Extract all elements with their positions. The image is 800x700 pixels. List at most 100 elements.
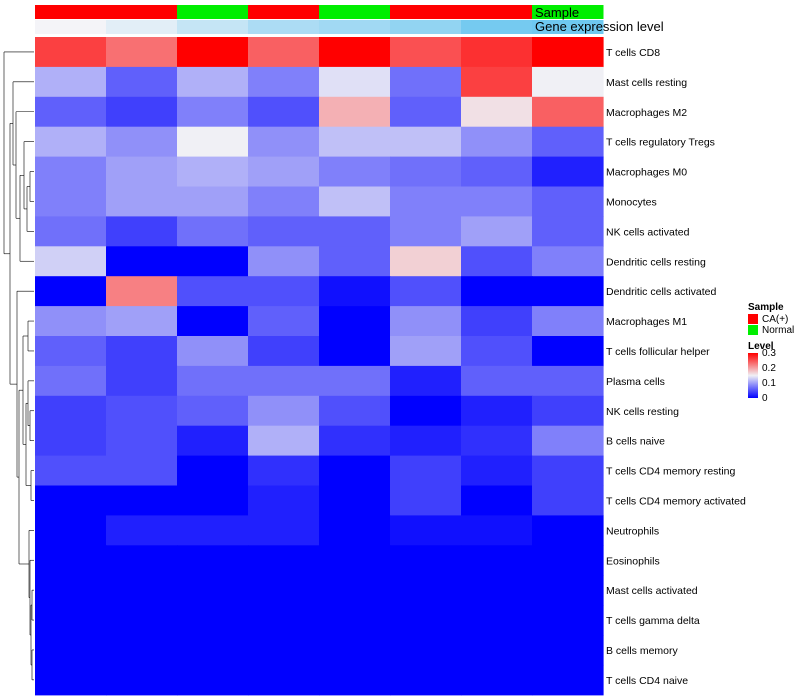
row-label: Macrophages M2 bbox=[606, 107, 687, 119]
heatmap-cell bbox=[461, 37, 533, 68]
heatmap-cell bbox=[248, 395, 320, 427]
annotation-label-expression: Gene expression level bbox=[535, 19, 664, 34]
heatmap-cell bbox=[319, 575, 391, 606]
row-label: Dendritic cells activated bbox=[606, 286, 716, 298]
sample-annotation-cell bbox=[532, 5, 604, 19]
heatmap-cell bbox=[461, 246, 533, 277]
heatmap-cell bbox=[319, 515, 391, 546]
expression-annotation-cell bbox=[248, 20, 320, 34]
heatmap-cell bbox=[248, 66, 320, 98]
heatmap-cell bbox=[319, 455, 391, 487]
sample-annotation-cell bbox=[248, 5, 320, 19]
heatmap-cell bbox=[177, 246, 249, 277]
heatmap-cell bbox=[35, 664, 107, 696]
heatmap-cell bbox=[248, 425, 320, 457]
heatmap-cell bbox=[461, 306, 533, 337]
heatmap-cell bbox=[248, 96, 320, 128]
legend-level-tick-label: 0.2 bbox=[762, 363, 776, 374]
heatmap-cell bbox=[248, 126, 320, 158]
heatmap-cell bbox=[532, 395, 604, 427]
heatmap-cell bbox=[390, 365, 462, 397]
heatmap-cell bbox=[461, 515, 533, 546]
heatmap-cell bbox=[177, 605, 249, 636]
heatmap-cell bbox=[319, 635, 391, 666]
heatmap-cell bbox=[106, 37, 178, 68]
row-label: Dendritic cells resting bbox=[606, 256, 706, 268]
heatmap-cell bbox=[35, 365, 107, 397]
heatmap-cell bbox=[532, 515, 604, 546]
heatmap-cell bbox=[532, 664, 604, 696]
heatmap-cell bbox=[177, 515, 249, 546]
heatmap-cell bbox=[106, 635, 178, 666]
heatmap-cell bbox=[248, 336, 320, 367]
heatmap-cell bbox=[35, 545, 107, 576]
heatmap-cell bbox=[177, 37, 249, 68]
heatmap-cell bbox=[532, 545, 604, 576]
heatmap-cell bbox=[532, 365, 604, 397]
heatmap-cell bbox=[248, 545, 320, 576]
heatmap-cell bbox=[319, 216, 391, 247]
heatmap-cell bbox=[319, 96, 391, 128]
heatmap-cell bbox=[532, 575, 604, 606]
row-label: Plasma cells bbox=[606, 376, 665, 388]
heatmap-cell bbox=[390, 545, 462, 576]
heatmap-cell bbox=[461, 664, 533, 696]
heatmap-cells bbox=[35, 37, 604, 696]
heatmap-cell bbox=[106, 306, 178, 337]
heatmap-cell bbox=[532, 455, 604, 487]
heatmap-cell bbox=[35, 96, 107, 128]
heatmap-cell bbox=[248, 306, 320, 337]
heatmap-cell bbox=[461, 425, 533, 457]
sample-annotation-cell bbox=[106, 5, 178, 19]
row-label: T cells CD4 naive bbox=[606, 675, 688, 687]
heatmap-cell bbox=[35, 246, 107, 277]
row-label: Neutrophils bbox=[606, 525, 659, 537]
heatmap-cell bbox=[248, 575, 320, 606]
heatmap-cell bbox=[461, 126, 533, 158]
row-label: T cells follicular helper bbox=[606, 346, 710, 358]
expression-annotation-cell bbox=[461, 20, 533, 34]
heatmap-cell bbox=[106, 156, 178, 188]
heatmap-cell bbox=[461, 96, 533, 128]
heatmap-cell bbox=[532, 485, 604, 516]
heatmap-cell bbox=[106, 605, 178, 636]
heatmap-cell bbox=[177, 216, 249, 247]
heatmap-cell bbox=[390, 515, 462, 546]
heatmap-cell bbox=[319, 306, 391, 337]
heatmap-cell bbox=[532, 306, 604, 337]
heatmap-cell bbox=[248, 455, 320, 487]
heatmap-cell bbox=[106, 425, 178, 457]
heatmap-cell bbox=[319, 395, 391, 427]
heatmap-cell bbox=[106, 216, 178, 247]
heatmap-cell bbox=[106, 664, 178, 696]
heatmap-cell bbox=[319, 664, 391, 696]
heatmap-cell bbox=[532, 126, 604, 158]
heatmap-cell bbox=[390, 635, 462, 666]
legend-level-colorbar bbox=[748, 353, 758, 398]
heatmap-cell bbox=[177, 66, 249, 98]
heatmap-cell bbox=[177, 425, 249, 457]
heatmap-cell bbox=[319, 365, 391, 397]
heatmap-cell bbox=[35, 276, 107, 307]
heatmap-cell bbox=[177, 575, 249, 606]
row-dendrogram bbox=[3, 51, 34, 681]
annotation-tracks bbox=[35, 5, 604, 34]
heatmap-cell bbox=[248, 605, 320, 636]
heatmap-cell bbox=[461, 186, 533, 217]
heatmap-cell bbox=[177, 664, 249, 696]
legend-level-tick-label: 0.3 bbox=[762, 348, 776, 359]
heatmap-cell bbox=[35, 485, 107, 516]
heatmap-cell bbox=[177, 306, 249, 337]
row-label: NK cells activated bbox=[606, 226, 690, 238]
heatmap-cell bbox=[390, 216, 462, 247]
row-label: Mast cells resting bbox=[606, 77, 687, 89]
heatmap-cell bbox=[390, 156, 462, 188]
heatmap-cell bbox=[461, 365, 533, 397]
heatmap-cell bbox=[461, 545, 533, 576]
heatmap-cell bbox=[390, 66, 462, 98]
heatmap-cell bbox=[461, 395, 533, 427]
legend-level-tick-label: 0 bbox=[762, 393, 768, 404]
legend-level-title: Level bbox=[748, 341, 774, 352]
row-label: T cells gamma delta bbox=[606, 615, 700, 627]
annotation-label-sample: Sample bbox=[535, 5, 579, 20]
